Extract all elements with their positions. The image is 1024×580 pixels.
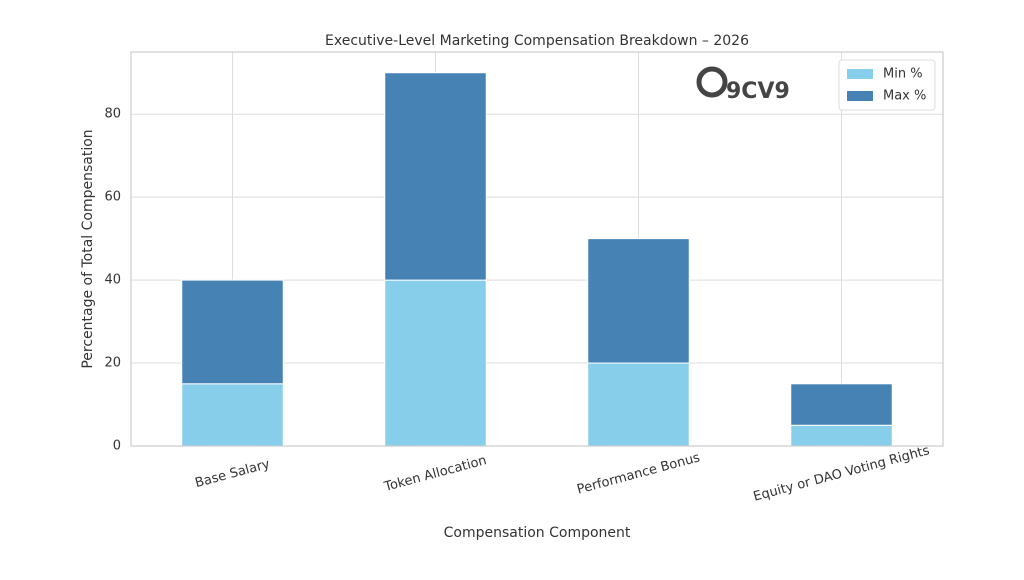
bar-segment [384, 72, 487, 281]
y-tick-label: 0 [113, 439, 121, 454]
y-tick-label: 20 [104, 356, 121, 371]
watermark: 9CV9 [726, 79, 790, 104]
legend-label: Max % [883, 89, 926, 104]
x-tick-label: Token Allocation [382, 453, 488, 495]
plot-frame [130, 51, 944, 447]
y-tick-label: 40 [104, 273, 121, 288]
y-axis-label: Percentage of Total Compensation [80, 129, 96, 368]
legend-swatch [847, 91, 873, 101]
bar-segment [587, 362, 690, 447]
legend-swatch [847, 69, 873, 79]
bar-segment [181, 279, 284, 385]
bar-segment [384, 279, 487, 447]
x-tick-label: Base Salary [194, 457, 272, 491]
bar-segment [587, 238, 690, 364]
bar-segment [181, 383, 284, 447]
x-axis-label: Compensation Component [444, 525, 631, 541]
x-tick-label: Equity or DAO Voting Rights [752, 443, 932, 505]
y-tick-label: 60 [104, 190, 121, 205]
chart-title: Executive-Level Marketing Compensation B… [325, 33, 749, 49]
legend-label: Min % [883, 67, 923, 82]
logo-ring [696, 66, 728, 98]
bar-segment [790, 383, 893, 426]
bar-segment [790, 424, 893, 447]
x-tick-label: Performance Bonus [575, 450, 701, 497]
y-tick-label: 80 [104, 107, 121, 122]
watermark-logo: 9CV9 [696, 66, 790, 104]
